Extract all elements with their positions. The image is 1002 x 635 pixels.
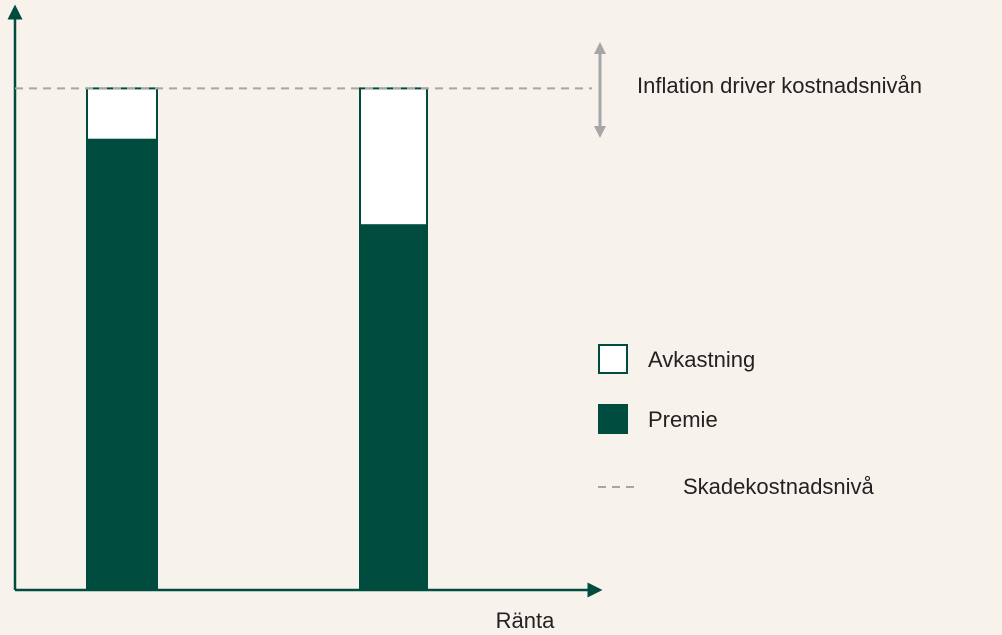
bar-segment xyxy=(86,87,158,141)
x-axis-label: Ränta xyxy=(496,608,555,633)
legend-label: Skadekostnadsnivå xyxy=(683,474,875,499)
legend-swatch xyxy=(598,344,628,374)
legend-label: Premie xyxy=(648,407,718,432)
bar-segment xyxy=(86,138,158,591)
annotation: Inflation driver kostnadsnivån xyxy=(637,73,922,98)
legend-swatch xyxy=(598,404,628,434)
bar-segment xyxy=(359,87,428,227)
bar-segment xyxy=(359,224,428,591)
legend-label: Avkastning xyxy=(648,347,755,372)
